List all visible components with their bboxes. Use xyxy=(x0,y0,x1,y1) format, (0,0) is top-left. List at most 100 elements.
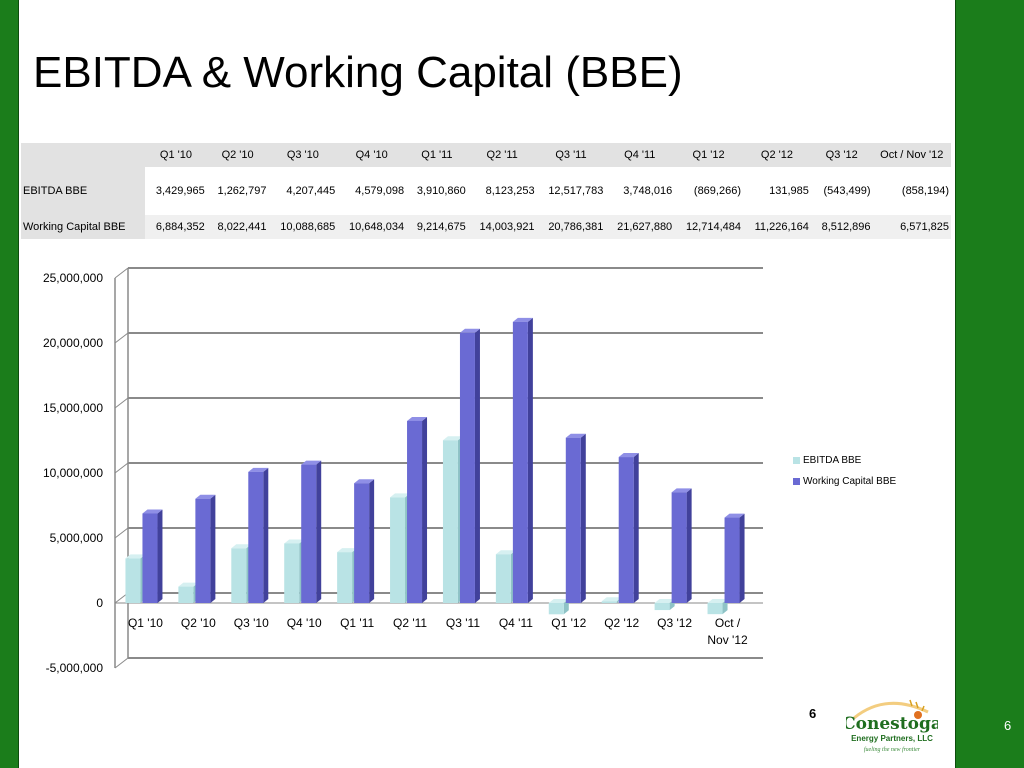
bar-side xyxy=(633,453,639,603)
bar xyxy=(337,552,353,603)
y-tick-label: 15,000,000 xyxy=(43,401,103,415)
legend-label: EBITDA BBE xyxy=(803,455,862,466)
bar-top xyxy=(654,599,675,603)
table-cell: 6,884,352 xyxy=(145,215,207,239)
bar-side xyxy=(263,467,269,603)
column-header: Q3 '12 xyxy=(810,143,873,167)
bar xyxy=(459,332,475,603)
gridline-depth xyxy=(114,267,129,279)
column-header: Oct / Nov '12 xyxy=(872,143,951,167)
column-header: Q4 '11 xyxy=(605,143,675,167)
legend-item: EBITDA BBE xyxy=(793,450,896,471)
bar-side xyxy=(210,494,216,603)
table-cell: 21,627,880 xyxy=(605,215,675,239)
slide-title: EBITDA & Working Capital (BBE) xyxy=(33,48,683,97)
x-tick-label: Q3 '11 xyxy=(446,616,480,630)
legend-swatch xyxy=(793,457,800,464)
bar xyxy=(390,497,406,603)
bar-top xyxy=(195,494,216,499)
table-cell: 10,088,685 xyxy=(268,215,338,239)
bar xyxy=(565,437,581,603)
bar xyxy=(671,492,687,603)
bar-top xyxy=(618,453,639,458)
y-tick-label: 0 xyxy=(96,596,103,610)
bar-side xyxy=(686,488,692,603)
bar-top xyxy=(301,460,322,465)
bar-side xyxy=(157,509,163,603)
column-header: Q3 '11 xyxy=(536,143,606,167)
table-cell: 131,985 xyxy=(743,167,811,215)
x-tick-label: Q2 '10 xyxy=(181,616,216,630)
logo-flame-icon xyxy=(914,711,922,719)
bar xyxy=(724,517,740,603)
bar-top xyxy=(284,539,305,544)
legend-label: Working Capital BBE xyxy=(803,476,897,487)
table-cell: 11,226,164 xyxy=(743,215,811,239)
bar xyxy=(125,558,141,603)
bar xyxy=(407,420,423,603)
bar-side xyxy=(422,416,428,603)
logo-wordmark: Conestoga xyxy=(846,714,938,734)
x-tick-label: Q3 '10 xyxy=(234,616,269,630)
corner-page-number: 6 xyxy=(1004,718,1012,733)
column-header: Q4 '10 xyxy=(337,143,407,167)
table-row: Working Capital BBE 6,884,352 8,022,441 … xyxy=(21,215,951,239)
bar-side xyxy=(580,433,586,603)
table-cell: 3,910,860 xyxy=(406,167,468,215)
table-cell: 12,714,484 xyxy=(674,215,743,239)
bar-side xyxy=(739,513,745,603)
bar xyxy=(354,483,370,603)
bar-top xyxy=(354,479,375,484)
table-header-row: Q1 '10 Q2 '10 Q3 '10 Q4 '10 Q1 '11 Q2 '1… xyxy=(21,143,951,167)
gridline-depth xyxy=(114,397,129,409)
bar xyxy=(548,603,564,615)
bar xyxy=(248,471,264,603)
bar-top xyxy=(565,433,586,438)
x-tick-label: Q4 '10 xyxy=(287,616,322,630)
bar xyxy=(654,603,670,611)
bar-top xyxy=(671,488,692,493)
bar-top xyxy=(231,544,252,549)
x-tick-label: Q3 '12 xyxy=(657,616,692,630)
y-tick-label: -5,000,000 xyxy=(46,661,104,675)
right-green-bar xyxy=(955,0,1024,768)
bar-top xyxy=(407,416,428,421)
bar-top xyxy=(495,550,516,555)
table-cell: 8,022,441 xyxy=(206,215,269,239)
gridline-depth xyxy=(114,527,129,539)
table-cell: (869,266) xyxy=(674,167,743,215)
table-cell: 1,262,797 xyxy=(206,167,269,215)
table-cell: 14,003,921 xyxy=(467,215,537,239)
table-cell: 3,748,016 xyxy=(605,167,675,215)
table-cell: 4,579,098 xyxy=(337,167,407,215)
bar xyxy=(142,513,158,603)
bar xyxy=(618,457,634,603)
column-header: Q2 '10 xyxy=(206,143,269,167)
table-cell: 8,512,896 xyxy=(810,215,873,239)
conestoga-logo: Conestoga Energy Partners, LLC fueling t… xyxy=(846,699,938,753)
table-cell: 3,429,965 xyxy=(145,167,207,215)
column-header: Q2 '12 xyxy=(743,143,811,167)
column-header: Q3 '10 xyxy=(268,143,338,167)
table-row: EBITDA BBE 3,429,965 1,262,797 4,207,445… xyxy=(21,167,951,215)
bar xyxy=(301,464,317,603)
row-label: Working Capital BBE xyxy=(21,215,146,239)
table-cell: (858,194) xyxy=(872,167,951,215)
bar xyxy=(442,440,458,603)
column-header: Q2 '11 xyxy=(467,143,537,167)
x-tick-label: Q1 '12 xyxy=(551,616,586,630)
bar-top xyxy=(178,582,199,587)
table-cell: 10,648,034 xyxy=(337,215,407,239)
left-green-bar xyxy=(0,0,19,768)
bar-top xyxy=(459,328,480,333)
bar-top xyxy=(125,554,146,559)
bar xyxy=(195,498,211,603)
bar-top xyxy=(442,436,463,441)
x-tick-label: Oct / xyxy=(715,616,741,630)
bar-side xyxy=(316,460,322,603)
chart-legend: EBITDA BBE Working Capital BBE xyxy=(793,450,896,492)
bar-top xyxy=(248,467,269,472)
bar-side xyxy=(527,317,533,603)
x-tick-label: Q1 '11 xyxy=(340,616,374,630)
